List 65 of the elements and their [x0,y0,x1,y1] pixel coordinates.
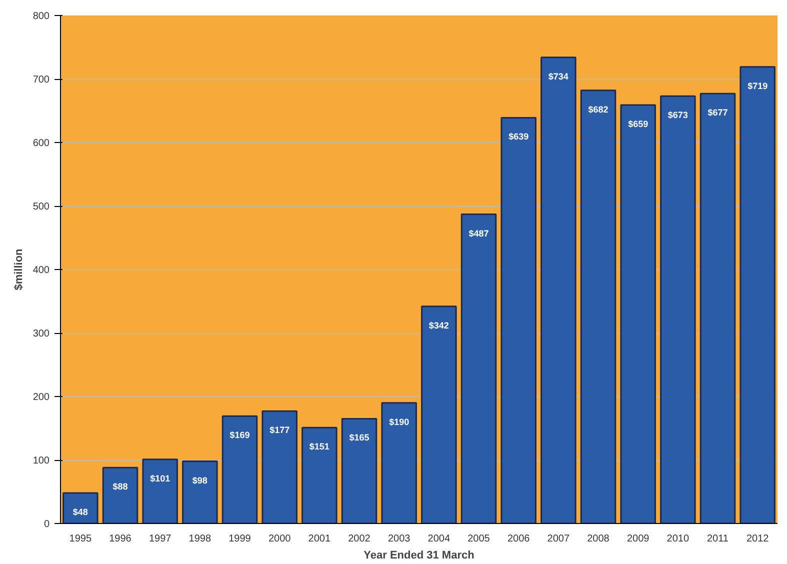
data-label: $98 [192,475,208,486]
bar [540,56,576,524]
bar [262,410,298,524]
x-tick-label: 2002 [348,534,371,544]
x-tick-label: 2008 [587,534,610,544]
bar [182,460,218,524]
bar [460,214,497,524]
x-tick-label: 1998 [188,534,212,544]
x-tick-label: 1999 [228,534,252,544]
data-label: $639 [508,132,529,142]
data-label: $659 [628,119,648,130]
data-label: $169 [230,430,250,440]
bar [102,466,138,524]
x-tick-label: 1997 [148,534,172,544]
data-label: $487 [468,228,489,238]
data-label: $734 [548,71,568,82]
data-label: $88 [112,482,128,492]
bar [500,116,536,524]
y-tick-label: 400 [32,265,50,276]
x-tick-label: 1995 [69,534,92,544]
x-tick-label: 2010 [666,534,690,544]
data-label: $719 [748,80,768,91]
bar [302,426,338,524]
x-tick-label: 2012 [746,534,770,544]
x-tick-label: 2000 [268,534,292,544]
data-label: $682 [588,104,608,114]
y-tick-label: 800 [32,11,50,22]
bar [142,458,178,524]
bar [740,66,776,524]
data-label: $165 [349,432,370,443]
x-axis-title: Year Ended 31 March [364,550,475,562]
bar [62,492,98,524]
y-tick-label: 200 [32,392,50,403]
bar [222,415,258,524]
bar [341,418,378,524]
data-label: $101 [150,473,170,484]
bar [660,95,696,524]
y-tick-label: 700 [32,74,50,86]
bar [381,402,417,524]
x-tick-label: 2004 [428,534,450,544]
y-axis-title: $million [12,248,25,290]
y-tick-label: 500 [32,202,50,212]
bar [421,306,457,524]
x-tick-label: 2009 [626,534,650,544]
data-label: $677 [708,108,728,118]
y-tick-label: 600 [32,138,50,149]
data-label: $48 [72,507,88,518]
x-tick-label: 2006 [507,534,530,544]
y-tick-label: 300 [32,328,50,340]
x-tick-label: 1996 [109,534,132,544]
y-tick-label: 0 [44,519,50,530]
x-tick-label: 2005 [468,534,490,544]
data-label: $151 [309,442,330,452]
data-label: $673 [668,110,688,120]
bar [620,104,656,524]
x-tick-label: 2001 [308,534,331,544]
data-label: $190 [389,416,410,427]
y-tick-label: 100 [32,456,50,466]
data-label: $177 [270,425,290,436]
x-tick-label: 2007 [547,534,570,544]
data-label: $342 [428,320,449,330]
x-tick-label: 2011 [707,534,729,544]
bar [580,90,616,524]
bar [700,92,736,524]
x-tick-label: 2003 [388,534,411,544]
